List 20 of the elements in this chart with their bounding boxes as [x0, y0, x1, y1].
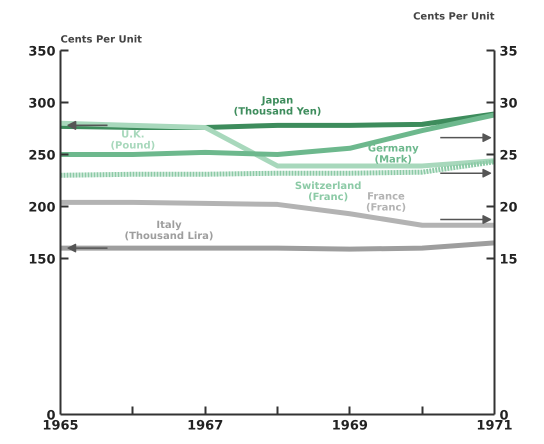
series-label: Switzerland (Franc) [294, 181, 362, 204]
y2-tick-label: 15 [500, 252, 518, 268]
x-tick-label: 1969 [332, 418, 368, 434]
series-label: France (Franc) [366, 192, 406, 214]
y-tick-label: 300 [28, 96, 56, 112]
y2-tick-label: 20 [500, 200, 518, 216]
series-label: Japan (Thousand Yen) [234, 95, 322, 118]
y2-tick-label: 30 [500, 96, 518, 112]
x-tick-label: 1967 [187, 418, 224, 434]
series-label: U.K. (Pound) [110, 129, 156, 152]
y-tick-label: 150 [28, 252, 56, 268]
y2-tick-label: 25 [500, 148, 518, 164]
y-tick-label: 350 [28, 44, 56, 60]
series-label: Germany (Mark) [368, 144, 420, 166]
y2-tick-label: 35 [500, 44, 518, 60]
y2-axis-title: Cents Per Unit [413, 12, 495, 22]
y-tick-label: 250 [28, 148, 56, 164]
series-label: Italy (Thousand Lira) [124, 220, 214, 242]
y-tick-label: 200 [28, 200, 56, 216]
y-axis-title: Cents Per Unit [60, 34, 142, 46]
